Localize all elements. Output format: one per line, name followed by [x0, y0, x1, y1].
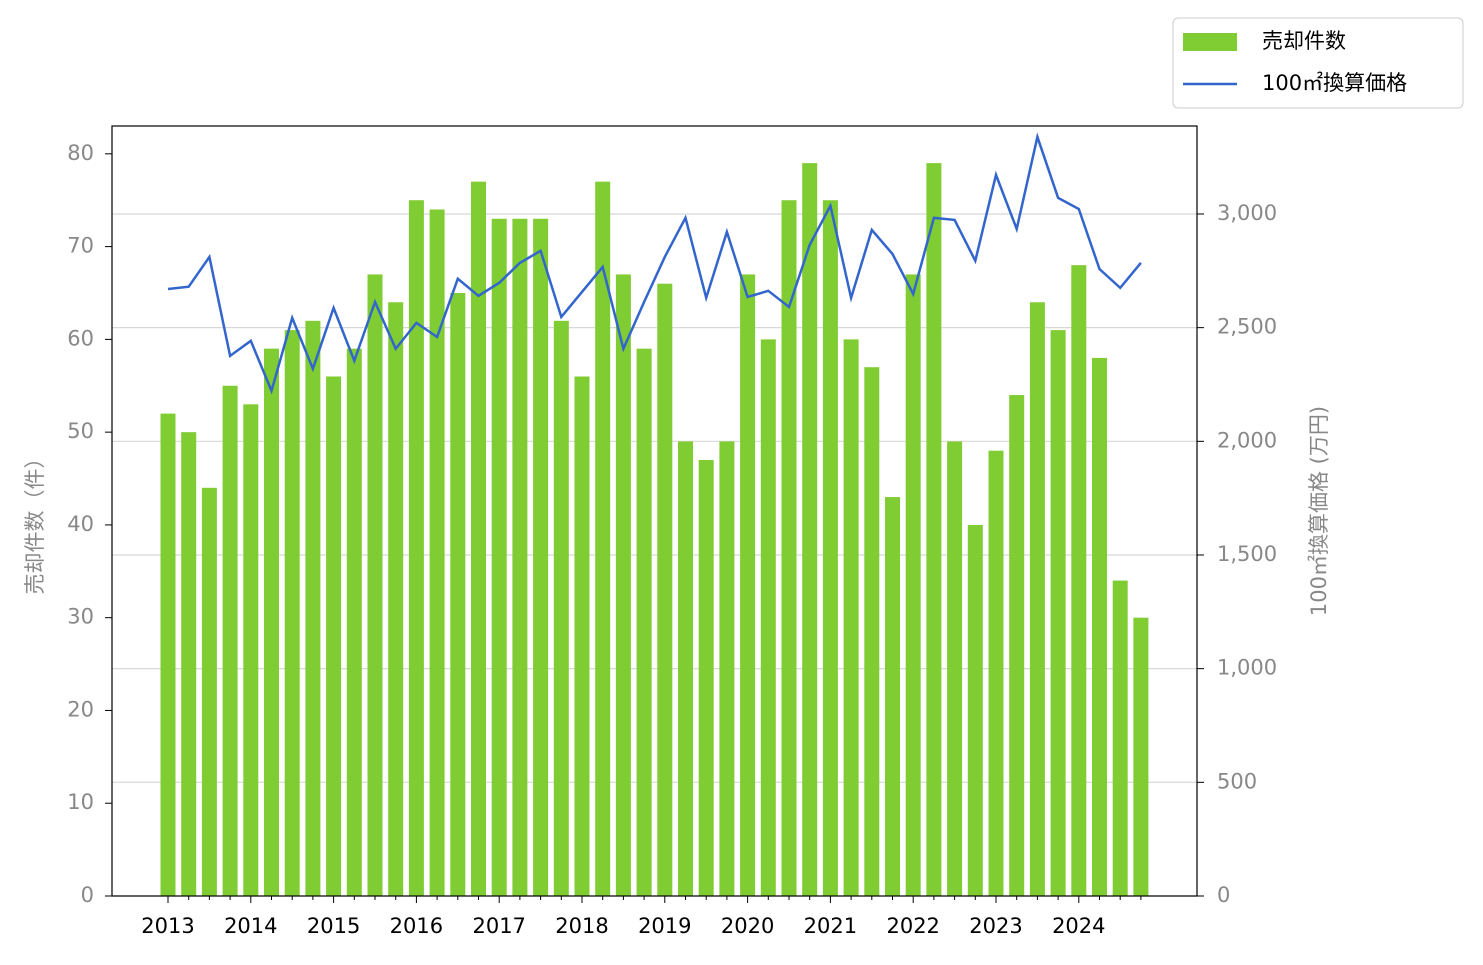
bar	[450, 292, 466, 897]
bar	[967, 524, 983, 896]
bar	[160, 413, 176, 896]
x-tick-label: 2023	[969, 914, 1022, 938]
bar	[678, 441, 693, 896]
bar	[305, 320, 321, 896]
bar	[719, 441, 735, 896]
bar	[988, 450, 1004, 896]
y2-tick-label: 3,000	[1217, 201, 1277, 225]
bar	[181, 432, 197, 896]
bar	[471, 181, 486, 896]
y-tick-label: 50	[67, 419, 94, 443]
y2-tick-label: 1,500	[1217, 542, 1277, 566]
x-tick-label: 2015	[307, 914, 360, 938]
y2-tick-label: 2,000	[1217, 428, 1277, 452]
y2-tick-label: 1,000	[1217, 656, 1277, 680]
bar	[822, 200, 838, 897]
bar	[595, 181, 611, 896]
bar	[1009, 395, 1025, 896]
bar	[491, 218, 507, 896]
legend-label: 売却件数	[1262, 29, 1346, 53]
y-tick-label: 70	[67, 234, 94, 258]
x-tick-label: 2013	[141, 914, 194, 938]
x-tick-label: 2020	[721, 914, 774, 938]
bar	[802, 163, 818, 897]
y2-axis-label: 100㎡換算価格 (万円)	[1307, 406, 1331, 616]
bar	[636, 348, 652, 896]
y2-tick-label: 0	[1217, 883, 1230, 907]
bar	[367, 274, 383, 897]
bar	[926, 163, 942, 897]
line	[167, 132, 1142, 395]
plot-frame	[111, 125, 1198, 897]
y-tick-label: 10	[67, 790, 94, 814]
bar	[388, 302, 404, 897]
bar	[201, 487, 217, 896]
x-tick-label: 2024	[1052, 914, 1105, 938]
bar	[346, 348, 362, 896]
x-tick-label: 2014	[224, 914, 277, 938]
bar	[657, 283, 673, 897]
bar	[615, 274, 631, 897]
bar	[553, 320, 569, 896]
bar	[1050, 330, 1066, 896]
bar	[408, 200, 424, 897]
legend-label: 100㎡換算価格	[1262, 71, 1407, 95]
y-axis-label: 売却件数（件）	[23, 448, 47, 595]
x-tick-label: 2016	[390, 914, 443, 938]
x-tick-label: 2018	[555, 914, 608, 938]
bar	[243, 404, 259, 896]
legend-box	[1172, 17, 1464, 109]
bar	[698, 459, 714, 896]
x-tick-label: 2017	[472, 914, 525, 938]
y-tick-label: 60	[67, 326, 94, 350]
y2-tick-label: 500	[1217, 769, 1257, 793]
y2-tick-label: 2,500	[1217, 315, 1277, 339]
bar	[512, 218, 528, 896]
x-tick-label: 2022	[886, 914, 939, 938]
x-tick-label: 2021	[804, 914, 857, 938]
bar	[222, 385, 238, 896]
bar	[284, 330, 300, 896]
bar	[1071, 265, 1087, 896]
y-tick-label: 20	[67, 697, 94, 721]
legend-swatch	[1183, 33, 1237, 51]
bar	[864, 367, 880, 896]
bar	[264, 348, 279, 896]
bar	[1092, 357, 1107, 896]
bar	[429, 209, 445, 897]
bar	[947, 441, 963, 896]
bar	[533, 218, 549, 896]
y-tick-label: 80	[67, 141, 94, 165]
y-tick-label: 30	[67, 605, 94, 629]
bar	[740, 274, 756, 897]
y-tick-label: 0	[81, 883, 94, 907]
bar	[885, 497, 900, 896]
bar	[1029, 302, 1045, 897]
bar	[760, 339, 776, 896]
x-tick-label: 2019	[638, 914, 691, 938]
bar	[1133, 617, 1149, 896]
y-tick-label: 40	[67, 512, 94, 536]
bar	[1112, 580, 1128, 896]
bar	[905, 274, 921, 897]
bar	[843, 339, 859, 896]
bar	[326, 376, 342, 896]
bar	[574, 376, 590, 896]
bar	[781, 200, 797, 897]
